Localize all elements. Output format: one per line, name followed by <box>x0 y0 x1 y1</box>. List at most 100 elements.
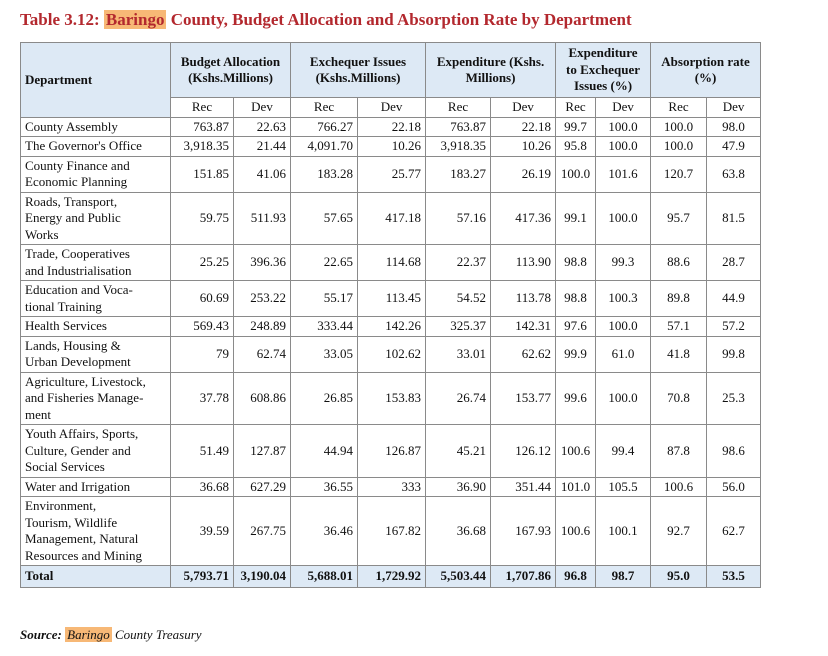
cell: 100.0 <box>595 316 652 337</box>
cell: 4,091.70 <box>290 136 359 157</box>
cell: 126.87 <box>357 424 427 478</box>
cell: 153.83 <box>357 371 427 425</box>
cell: 51.49 <box>170 424 234 478</box>
cell: 79 <box>170 335 234 373</box>
cell: 183.27 <box>425 155 492 193</box>
header-row: Department Budget Allocation (Kshs.Millio… <box>20 42 762 118</box>
cell: 44.94 <box>290 424 359 478</box>
cell: 5,503.44 <box>425 565 492 588</box>
cell: 100.0 <box>595 371 652 425</box>
table-row: The Governor's Office 3,918.35 21.44 4,091.… <box>20 136 762 157</box>
subheader-cell: Dev <box>232 97 292 118</box>
row-label: Trade, Cooperatives and Industrialisatio… <box>20 244 171 281</box>
cell: 22.37 <box>425 244 492 281</box>
table-row: Lands, Housing & Urban Development 79 62.7… <box>20 335 762 373</box>
cell: 36.68 <box>425 496 492 566</box>
cell: 53.5 <box>706 565 762 588</box>
cell: 25.3 <box>706 371 762 425</box>
cell: 253.22 <box>232 280 292 317</box>
cell: 22.63 <box>232 116 292 137</box>
cell: 57.16 <box>425 191 492 245</box>
cell: 22.65 <box>290 244 359 281</box>
cell: 95.8 <box>555 136 597 157</box>
row-label: Youth Affairs, Sports, Culture, Gender a… <box>20 424 171 478</box>
cell: 41.06 <box>232 155 292 193</box>
subheader-cell: Dev <box>595 97 652 118</box>
header-cell: Department <box>20 42 171 118</box>
cell: 151.85 <box>170 155 234 193</box>
cell: 511.93 <box>232 191 292 245</box>
cell: 417.36 <box>490 191 557 245</box>
table-row: Agriculture, Livestock, and Fisheries Ma… <box>20 371 762 425</box>
cell: 167.93 <box>490 496 557 566</box>
cell: 100.0 <box>595 136 652 157</box>
cell: 45.21 <box>425 424 492 478</box>
cell: 62.7 <box>706 496 762 566</box>
table-row: Total 5,793.71 3,190.04 5,688.01 1,729.92 5,5… <box>20 565 762 588</box>
subheader-cell: Rec <box>290 97 359 118</box>
cell: 56.0 <box>706 476 762 497</box>
cell: 100.0 <box>595 191 652 245</box>
cell: 99.9 <box>555 335 597 373</box>
cell: 99.4 <box>595 424 652 478</box>
subheader-cell: Dev <box>490 97 557 118</box>
cell: 153.77 <box>490 371 557 425</box>
cell: 333 <box>357 476 427 497</box>
cell: 333.44 <box>290 316 359 337</box>
subheader-cell: Dev <box>357 97 427 118</box>
subheader-cell: Rec <box>170 97 234 118</box>
cell: 127.87 <box>232 424 292 478</box>
cell: 37.78 <box>170 371 234 425</box>
cell: 25.77 <box>357 155 427 193</box>
source-note: Source: Baringo County Treasury <box>20 627 202 643</box>
subheader-cell: Rec <box>650 97 708 118</box>
cell: 36.68 <box>170 476 234 497</box>
table-row: County Finance and Economic Planning 151.… <box>20 155 762 193</box>
source-rest: County Treasury <box>115 627 202 642</box>
cell: 97.6 <box>555 316 597 337</box>
cell: 766.27 <box>290 116 359 137</box>
table-row: Health Services 569.43 248.89 333.44 142.26 3… <box>20 316 762 337</box>
cell: 3,190.04 <box>232 565 292 588</box>
row-label: Lands, Housing & Urban Development <box>20 335 171 373</box>
cell: 101.6 <box>595 155 652 193</box>
cell: 57.2 <box>706 316 762 337</box>
cell: 47.9 <box>706 136 762 157</box>
cell: 98.8 <box>555 280 597 317</box>
cell: 100.6 <box>650 476 708 497</box>
cell: 1,729.92 <box>357 565 427 588</box>
budget-table: Department Budget Allocation (Kshs.Millio… <box>20 42 762 588</box>
table-row: Education and Voca- tional Training 60.69… <box>20 280 762 317</box>
table-head: Department Budget Allocation (Kshs.Millio… <box>20 42 762 118</box>
cell: 63.8 <box>706 155 762 193</box>
cell: 1,707.86 <box>490 565 557 588</box>
cell: 100.6 <box>555 424 597 478</box>
title-label: Table 3.12: <box>20 10 100 29</box>
cell: 33.01 <box>425 335 492 373</box>
source-label: Source: <box>20 627 62 642</box>
cell: 26.74 <box>425 371 492 425</box>
cell: 26.19 <box>490 155 557 193</box>
cell: 44.9 <box>706 280 762 317</box>
cell: 95.7 <box>650 191 708 245</box>
cell: 99.8 <box>706 335 762 373</box>
cell: 114.68 <box>357 244 427 281</box>
cell: 351.44 <box>490 476 557 497</box>
table-row: Water and Irrigation 36.68 627.29 36.55 333 3… <box>20 476 762 497</box>
cell: 325.37 <box>425 316 492 337</box>
table-row: Environment, Tourism, Wildlife Managemen… <box>20 496 762 566</box>
row-label: The Governor's Office <box>20 136 171 157</box>
cell: 87.8 <box>650 424 708 478</box>
cell: 33.05 <box>290 335 359 373</box>
header-cell: Exchequer Issues (Kshs.Millions) <box>290 42 427 98</box>
cell: 55.17 <box>290 280 359 317</box>
table-row: County Assembly 763.87 22.63 766.27 22.18 763… <box>20 116 762 137</box>
row-label: Total <box>20 565 171 588</box>
subheader-cell: Rec <box>425 97 492 118</box>
table-row: Youth Affairs, Sports, Culture, Gender a… <box>20 424 762 478</box>
cell: 39.59 <box>170 496 234 566</box>
cell: 62.62 <box>490 335 557 373</box>
subheader-cell: Rec <box>555 97 597 118</box>
row-label: Agriculture, Livestock, and Fisheries Ma… <box>20 371 171 425</box>
table-title: Table 3.12: Baringo County, Budget Alloc… <box>20 10 632 30</box>
